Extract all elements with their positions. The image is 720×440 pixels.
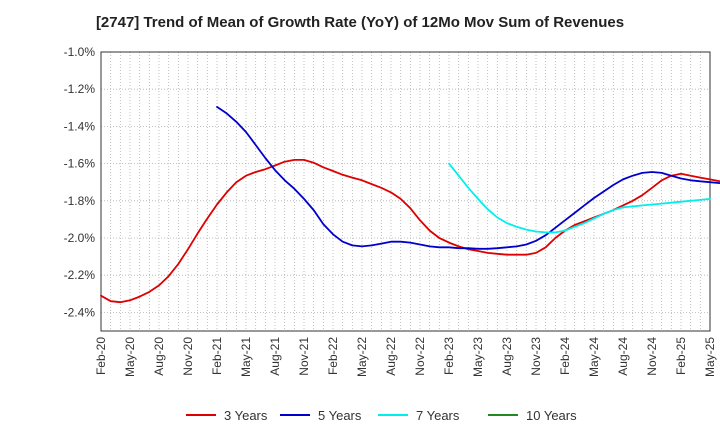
- y-tick-label: -2.0%: [64, 231, 96, 245]
- x-tick-label: Nov-20: [181, 337, 195, 376]
- y-tick-label: -1.6%: [64, 157, 96, 171]
- x-tick-label: Feb-23: [442, 337, 456, 375]
- x-tick-label: May-25: [703, 337, 717, 377]
- x-tick-label: Feb-21: [210, 337, 224, 375]
- x-tick-label: Feb-24: [558, 337, 572, 375]
- y-tick-label: -2.2%: [64, 268, 96, 282]
- x-tick-label: Nov-21: [297, 337, 311, 376]
- x-tick-label: Aug-24: [616, 337, 630, 376]
- y-tick-label: -1.0%: [64, 45, 96, 59]
- legend-label: 5 Years: [318, 408, 362, 423]
- series-line-5-years: [216, 106, 720, 250]
- x-tick-label: Aug-20: [152, 337, 166, 376]
- x-tick-label: May-23: [471, 337, 485, 377]
- x-tick-label: May-24: [587, 337, 601, 377]
- x-tick-label: Feb-25: [674, 337, 688, 375]
- x-tick-label: May-21: [239, 337, 253, 377]
- x-tick-label: Feb-20: [94, 337, 108, 375]
- plot-frame: [100, 51, 711, 332]
- x-tick-label: Feb-22: [326, 337, 340, 375]
- y-tick-label: -1.8%: [64, 194, 96, 208]
- x-tick-label: May-22: [355, 337, 369, 377]
- x-tick-label: Aug-22: [384, 337, 398, 376]
- y-tick-label: -1.4%: [64, 119, 96, 133]
- chart-title: [2747] Trend of Mean of Growth Rate (YoY…: [95, 14, 625, 31]
- series-line-7-years: [448, 162, 711, 234]
- x-tick-label: Nov-24: [645, 337, 659, 376]
- legend-label: 3 Years: [224, 408, 268, 423]
- legend-label: 10 Years: [526, 408, 577, 423]
- x-tick-label: Nov-23: [529, 337, 543, 376]
- x-tick-label: May-20: [123, 337, 137, 377]
- series-line-3-years: [100, 158, 720, 304]
- legend-label: 7 Years: [416, 408, 460, 423]
- x-tick-label: Aug-21: [268, 337, 282, 376]
- x-tick-label: Nov-22: [413, 337, 427, 376]
- y-tick-label: -2.4%: [64, 305, 96, 319]
- x-tick-label: Aug-23: [500, 337, 514, 376]
- y-tick-label: -1.2%: [64, 82, 96, 96]
